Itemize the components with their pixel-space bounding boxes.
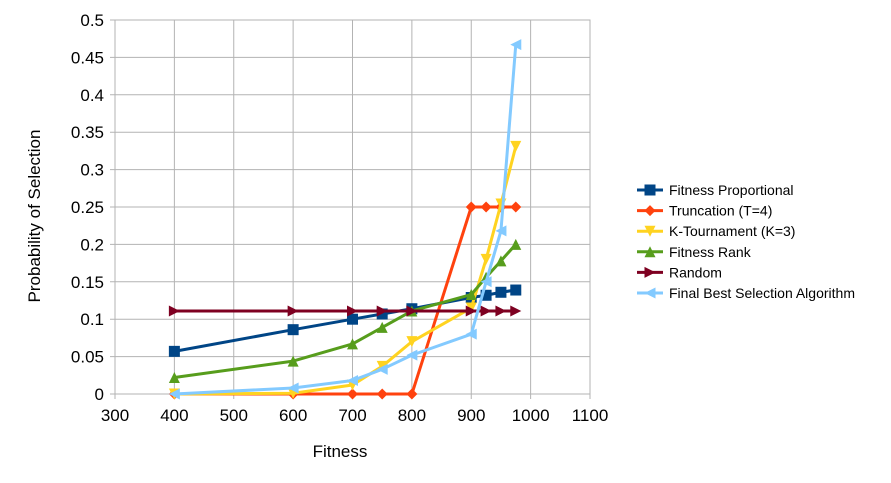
x-tick-label: 500 — [220, 406, 248, 425]
data-point-marker — [465, 302, 477, 314]
data-point-marker — [465, 201, 477, 213]
data-point-marker — [480, 305, 492, 317]
y-tick-label: 0.1 — [80, 310, 104, 329]
legend-item: Random — [637, 264, 722, 280]
y-tick-label: 0.05 — [71, 348, 104, 367]
x-tick-label: 800 — [398, 406, 426, 425]
y-axis-label: Probability of Selection — [25, 130, 44, 303]
y-tick-label: 0.15 — [71, 273, 104, 292]
legend-item: Fitness Proportional — [637, 182, 794, 198]
data-point-marker — [644, 287, 656, 299]
x-tick-labels: 300 400 500 600 700 800 900 1000 1100 — [101, 406, 608, 425]
data-point-marker — [347, 313, 358, 325]
data-point-marker — [480, 276, 492, 288]
legend-label: K-Tournament (K=3) — [669, 223, 795, 239]
data-point-marker — [347, 388, 358, 400]
y-tick-label: 0.25 — [71, 198, 104, 217]
y-tick-label: 0.4 — [80, 86, 104, 105]
data-point-marker — [168, 345, 180, 357]
data-point-marker — [644, 225, 656, 237]
legend-item: Truncation (T=4) — [637, 203, 772, 219]
gridlines — [110, 19, 591, 399]
data-point-marker — [376, 305, 388, 317]
data-point-marker — [287, 382, 299, 394]
data-point-marker — [406, 388, 418, 400]
x-tick-label: 400 — [160, 406, 188, 425]
data-point-marker — [376, 363, 388, 375]
x-axis-label: Fitness — [313, 442, 368, 461]
data-point-marker — [480, 289, 492, 301]
legend-label: Truncation (T=4) — [669, 203, 772, 219]
x-tick-label: 1000 — [512, 406, 550, 425]
y-tick-label: 0.2 — [80, 235, 104, 254]
data-point-marker — [376, 360, 388, 372]
legend-label: Random — [669, 264, 722, 280]
data-point-marker — [406, 349, 418, 361]
data-point-marker — [644, 205, 656, 217]
y-tick-labels: 0 0.05 0.1 0.15 0.2 0.25 0.3 0.35 0.4 0.45 0.5 — [71, 11, 104, 404]
data-point-marker — [347, 305, 358, 317]
y-tick-label: 0 — [95, 385, 104, 404]
legend-label: Fitness Rank — [669, 244, 752, 260]
data-point-marker — [287, 355, 299, 367]
data-point-marker — [168, 388, 180, 400]
data-point-marker — [376, 388, 388, 400]
data-point-marker — [347, 375, 358, 387]
data-point-marker — [376, 308, 388, 320]
data-point-marker — [495, 305, 507, 317]
legend-label: Fitness Proportional — [669, 182, 794, 198]
y-tick-label: 0.45 — [71, 48, 104, 67]
series-line — [174, 205, 516, 396]
y-tick-label: 0.35 — [71, 123, 104, 142]
x-tick-label: 600 — [279, 406, 307, 425]
data-point-marker — [510, 284, 522, 296]
data-point-marker — [495, 286, 507, 298]
data-point-marker — [168, 372, 180, 384]
data-point-marker — [406, 305, 418, 317]
data-point-marker — [510, 201, 522, 213]
data-point-marker — [644, 184, 656, 196]
data-point-marker — [510, 305, 522, 317]
data-point-marker — [465, 305, 477, 317]
series-group — [168, 39, 522, 400]
data-point-marker — [287, 324, 299, 336]
x-tick-label: 1100 — [572, 406, 609, 425]
data-point-marker — [510, 39, 522, 51]
data-point-marker — [376, 321, 388, 333]
data-point-marker — [480, 253, 492, 265]
legend-item: K-Tournament (K=3) — [637, 223, 795, 239]
series-4 — [168, 305, 522, 317]
series-line — [174, 288, 517, 353]
data-point-marker — [510, 238, 522, 250]
legend-label: Final Best Selection Algorithm — [669, 285, 855, 301]
data-point-marker — [495, 225, 507, 237]
x-tick-label: 900 — [457, 406, 485, 425]
data-point-marker — [644, 246, 656, 258]
data-point-marker — [465, 289, 477, 301]
legend-item: Final Best Selection Algorithm — [637, 285, 855, 301]
x-tick-label: 700 — [338, 406, 366, 425]
y-tick-label: 0.3 — [80, 161, 104, 180]
data-point-marker — [347, 338, 358, 350]
series-2 — [168, 140, 522, 400]
data-point-marker — [495, 255, 507, 267]
data-point-marker — [480, 201, 492, 213]
y-tick-label: 0.5 — [80, 11, 104, 30]
series-5 — [168, 39, 522, 400]
data-point-marker — [406, 336, 418, 348]
legend: Fitness Proportional Truncation (T=4) K-To… — [637, 182, 855, 301]
data-point-marker — [644, 266, 656, 278]
legend-item: Fitness Rank — [637, 244, 752, 260]
x-tick-label: 300 — [101, 406, 129, 425]
data-point-marker — [465, 328, 477, 340]
data-point-marker — [510, 140, 522, 152]
data-point-marker — [287, 305, 299, 317]
data-point-marker — [168, 305, 180, 317]
